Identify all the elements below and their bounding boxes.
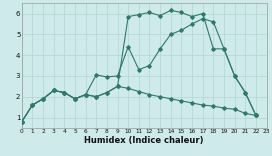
X-axis label: Humidex (Indice chaleur): Humidex (Indice chaleur)	[84, 136, 204, 145]
